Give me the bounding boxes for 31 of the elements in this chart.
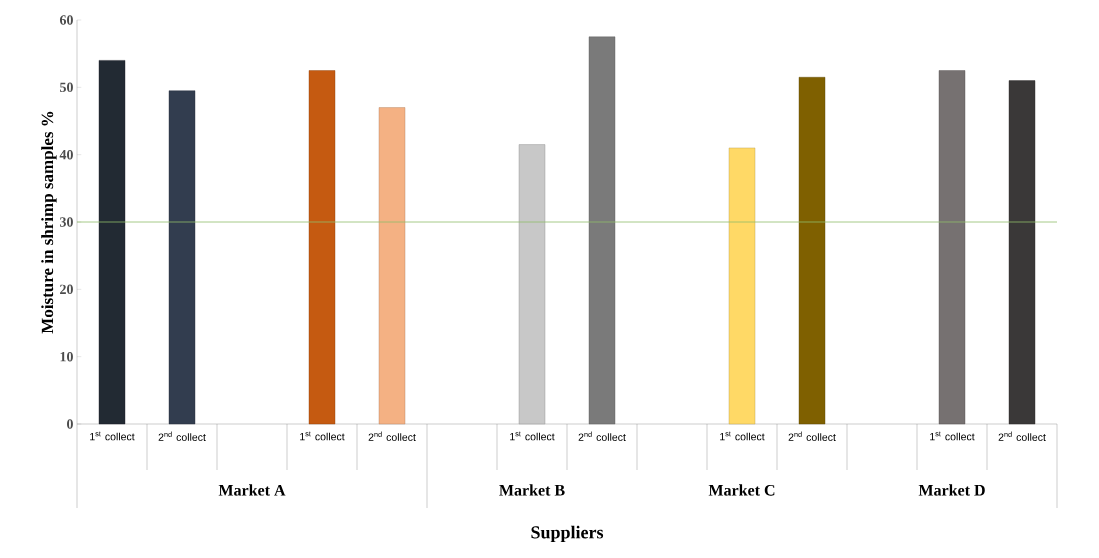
x-tick-label: 2$^{nd}$ collect bbox=[788, 431, 836, 441]
bar bbox=[168, 90, 196, 425]
y-tick-label: 30 bbox=[60, 217, 73, 227]
y-tick-label: 50 bbox=[60, 82, 73, 93]
y-axis-title: Moisture in shrimp samples % bbox=[41, 111, 57, 334]
y-tick-label: 20 bbox=[60, 284, 73, 295]
bar bbox=[728, 147, 756, 425]
x-tick-label: 2$^{nd}$ collect bbox=[578, 431, 626, 441]
x-tick-label: 1$^{st}$ collect bbox=[90, 431, 135, 441]
text: Market A bbox=[218, 484, 286, 496]
y-tick-label: 60 bbox=[59, 15, 73, 25]
x-axis-title: Suppliers bbox=[531, 525, 604, 543]
x-tick-label: 1$^{st}$ collect bbox=[720, 431, 765, 441]
bar bbox=[308, 70, 336, 425]
bar bbox=[1008, 80, 1036, 425]
bar bbox=[798, 77, 826, 425]
y-tick-label: 10 bbox=[60, 351, 73, 362]
bar bbox=[938, 70, 966, 425]
bar bbox=[378, 107, 406, 425]
text: Market B bbox=[499, 484, 565, 496]
bar bbox=[98, 60, 126, 425]
x-tick-label: 2$^{nd}$ collect bbox=[158, 431, 206, 441]
x-tick-label: 1$^{st}$ collect bbox=[510, 431, 555, 441]
x-tick-label: 1$^{st}$ collect bbox=[300, 431, 345, 441]
text: Market C bbox=[708, 484, 775, 496]
y-tick-label: 0 bbox=[67, 419, 73, 429]
x-tick-label: 1$^{st}$ collect bbox=[930, 431, 975, 441]
x-tick-label: 2$^{nd}$ collect bbox=[368, 431, 416, 441]
x-tick-label: 2$^{nd}$ collect bbox=[998, 431, 1046, 441]
y-tick-label: 40 bbox=[59, 149, 73, 160]
text: Market D bbox=[918, 484, 985, 496]
